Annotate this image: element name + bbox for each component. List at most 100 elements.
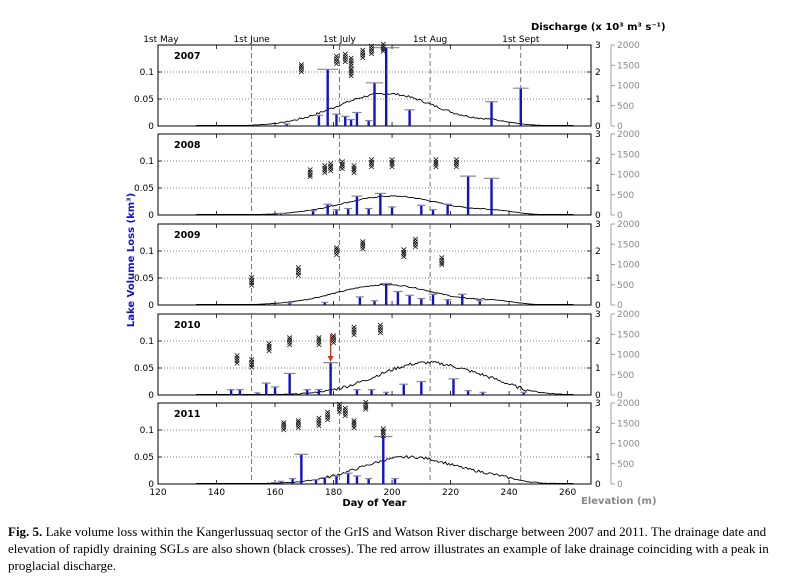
lake-volume-bar	[306, 389, 309, 395]
elevation-tick-label: 500	[617, 371, 634, 381]
drainage-cross: ×	[341, 53, 349, 63]
drainage-cross: ×	[380, 424, 388, 434]
drainage-cross: ×	[380, 432, 388, 442]
drainage-cross: ×	[336, 407, 344, 417]
elevation-tick-label: 1500	[617, 330, 640, 340]
lake-volume-bar	[300, 454, 303, 484]
discharge-line-2011	[196, 455, 574, 484]
lake-volume-bar	[452, 378, 455, 395]
drainage-cross: ×	[368, 42, 376, 52]
x-tick-label: 120	[149, 488, 166, 498]
lake-volume-bar	[279, 481, 283, 484]
drainage-cross: ×	[388, 160, 396, 170]
drainage-cross: ×	[368, 49, 376, 59]
drainage-cross: ×	[248, 281, 256, 291]
drainage-cross: ×	[321, 169, 329, 179]
lake-volume-bar	[393, 478, 397, 484]
figure-5-chart: 200700.050.101230500100015002000××××××××…	[126, 22, 666, 509]
lake-volume-bar	[311, 210, 315, 215]
drainage-cross: ×	[368, 47, 376, 57]
x-tick-label: 160	[266, 488, 283, 498]
lake-volume-bar	[461, 294, 464, 305]
panel-year-label-2008: 2008	[174, 140, 201, 151]
drainage-cross: ×	[368, 163, 376, 173]
drainage-cross: ×	[341, 50, 349, 60]
x-tick-label: 240	[500, 488, 517, 498]
discharge-tick-label: 3	[595, 310, 601, 320]
elevation-tick-label: 1000	[617, 82, 640, 92]
y-axis-label: Lake Volume Loss (km³)	[126, 193, 137, 327]
elevation-tick-label: 2000	[617, 220, 640, 230]
drainage-cross: ×	[333, 251, 341, 261]
lake-volume-bar	[402, 384, 405, 395]
drainage-cross: ×	[315, 338, 323, 348]
lake-volume-bar	[382, 436, 385, 484]
drainage-cross: ×	[327, 164, 335, 174]
y-tick-label: 0	[148, 301, 154, 311]
discharge-tick-label: 2	[595, 337, 601, 347]
drainage-cross: ×	[350, 161, 358, 171]
drainage-cross: ×	[298, 60, 306, 70]
drainage-cross: ×	[295, 419, 303, 429]
y-tick-label: 0.1	[140, 68, 154, 78]
lake-volume-bar	[329, 362, 332, 395]
drainage-cross: ×	[330, 339, 338, 349]
drainage-cross: ×	[315, 336, 323, 346]
lake-volume-bar	[431, 294, 435, 305]
drainage-cross: ×	[453, 160, 461, 170]
month-label: 1st June	[233, 35, 270, 45]
lake-volume-bar	[420, 205, 423, 215]
drainage-cross: ×	[298, 63, 306, 73]
drainage-cross: ×	[248, 276, 256, 286]
drainage-cross: ×	[341, 409, 349, 419]
drainage-cross: ×	[412, 238, 420, 248]
drainage-cross: ×	[359, 240, 367, 250]
lake-volume-bar	[446, 204, 449, 215]
month-label: 1st July	[323, 35, 357, 45]
y-tick-label: 0.1	[140, 337, 154, 347]
drainage-cross: ×	[368, 44, 376, 54]
lake-volume-bar	[288, 373, 291, 395]
drainage-cross: ×	[295, 421, 303, 431]
drainage-cross: ×	[339, 162, 347, 172]
drainage-cross: ×	[432, 163, 440, 173]
lake-volume-bar	[355, 112, 359, 126]
drainage-cross: ×	[350, 330, 358, 340]
drainage-cross: ×	[339, 160, 347, 170]
drainage-cross: ×	[359, 49, 367, 59]
elevation-tick-label: 0	[617, 480, 623, 490]
drainage-cross: ×	[315, 333, 323, 343]
elevation-tick-label: 1500	[617, 150, 640, 160]
drainage-cross: ×	[327, 159, 335, 169]
lake-volume-bar	[346, 208, 350, 215]
drainage-cross: ×	[347, 69, 355, 79]
drainage-cross: ×	[327, 162, 335, 172]
y-tick-label: 0.05	[134, 453, 154, 463]
drainage-cross: ×	[333, 55, 341, 65]
drainage-cross: ×	[280, 423, 288, 433]
drainage-cross: ×	[362, 403, 370, 413]
lake-volume-bar	[478, 300, 482, 305]
lake-volume-bar	[367, 208, 370, 215]
discharge-line-2009	[196, 283, 574, 305]
drainage-cross: ×	[388, 163, 396, 173]
drainage-cross: ×	[330, 334, 338, 344]
lake-volume-bar	[323, 302, 326, 305]
elevation-tick-label: 500	[617, 460, 634, 470]
drainage-cross: ×	[453, 155, 461, 165]
panel-year-label-2010: 2010	[174, 320, 201, 331]
elevation-tick-label: 2000	[617, 41, 640, 51]
drainage-cross: ×	[286, 338, 294, 348]
drainage-cross: ×	[280, 425, 288, 435]
drainage-cross: ×	[438, 261, 446, 271]
lake-volume-bar	[385, 392, 388, 395]
drainage-cross: ×	[400, 253, 408, 263]
drainage-cross: ×	[295, 264, 303, 274]
drainage-cross: ×	[341, 404, 349, 414]
x-tick-label: 140	[208, 488, 225, 498]
drainage-cross: ×	[368, 160, 376, 170]
lake-volume-bar	[323, 477, 326, 484]
drainage-cross: ×	[315, 419, 323, 429]
drainage-cross: ×	[233, 356, 241, 366]
drainage-cross: ×	[324, 408, 332, 418]
